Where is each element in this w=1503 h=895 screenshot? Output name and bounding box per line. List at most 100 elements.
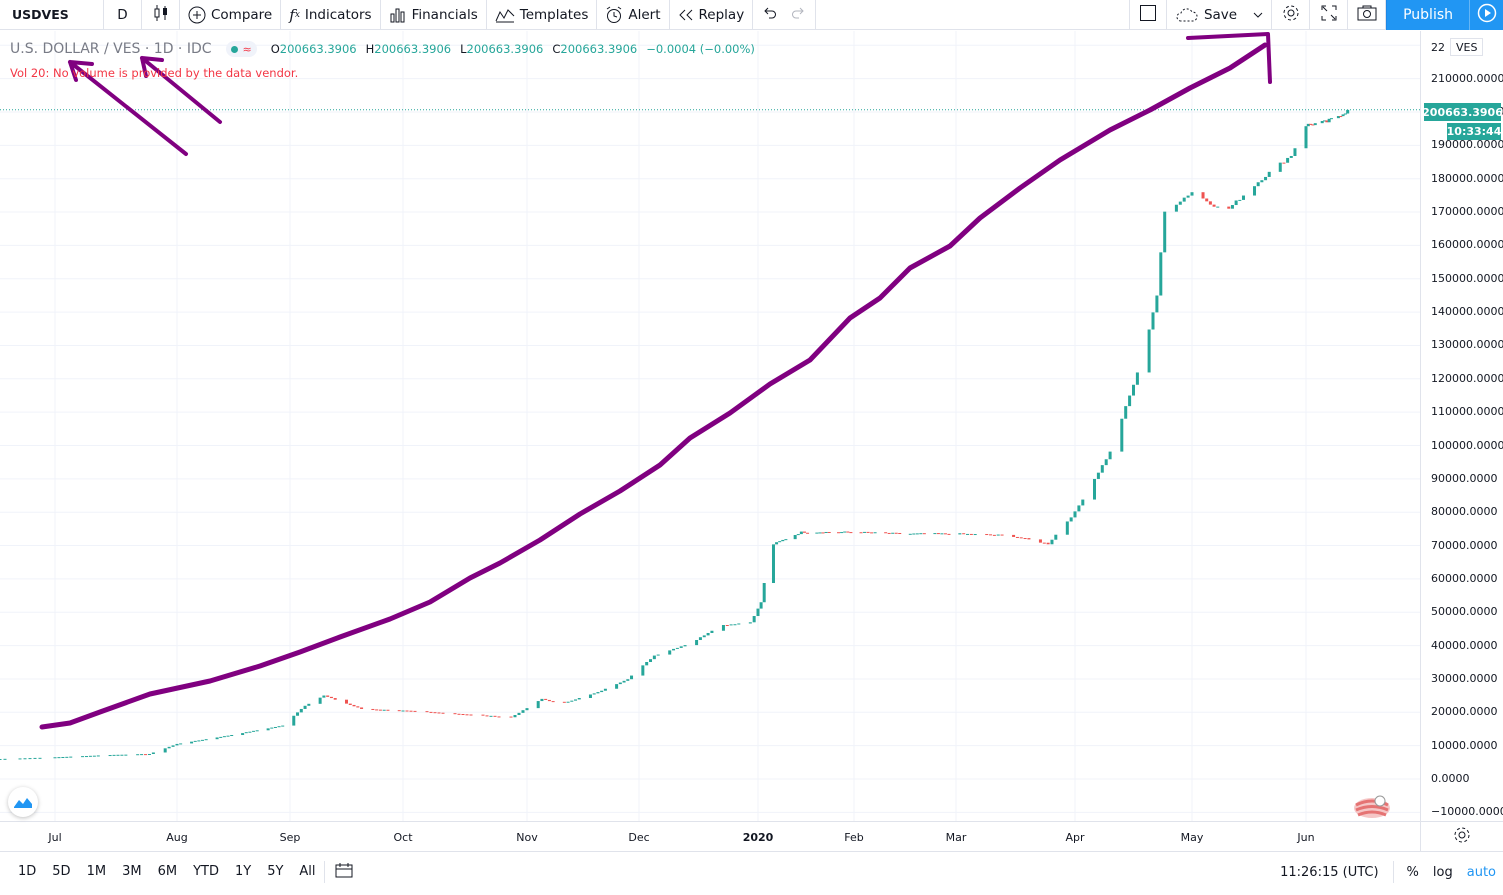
candle xyxy=(108,755,112,757)
candle xyxy=(1093,478,1096,500)
candle xyxy=(1201,192,1205,199)
candle xyxy=(382,709,386,711)
chart-legend: U.S. DOLLAR / VES · 1D · IDC ≈ O200663.3… xyxy=(10,41,755,57)
candle xyxy=(622,680,626,683)
tradingview-logo[interactable] xyxy=(8,787,38,817)
percent-scale-toggle[interactable]: % xyxy=(1406,864,1419,880)
candle xyxy=(1230,205,1234,209)
candle xyxy=(1309,123,1313,125)
save-button[interactable]: Save xyxy=(1167,0,1273,30)
candle xyxy=(592,693,596,695)
candle xyxy=(1174,204,1178,212)
candle xyxy=(437,712,441,714)
candle xyxy=(827,531,831,533)
candle xyxy=(551,701,555,703)
candle xyxy=(562,701,566,703)
fullscreen-button[interactable] xyxy=(1310,0,1349,30)
candle xyxy=(1212,204,1216,207)
gear-icon xyxy=(1453,826,1471,848)
candle xyxy=(1306,123,1310,127)
chevron-down-icon xyxy=(1253,7,1263,23)
range-button-3m[interactable]: 3M xyxy=(122,864,142,879)
candle xyxy=(1015,536,1019,538)
log-scale-toggle[interactable]: log xyxy=(1432,864,1453,880)
candle xyxy=(683,645,687,647)
candle xyxy=(702,635,706,638)
candle xyxy=(1128,395,1132,407)
undo-icon[interactable] xyxy=(761,6,777,24)
redo-icon[interactable] xyxy=(791,6,807,24)
price-axis[interactable]: 22210000.0000200000.0000190000.000018000… xyxy=(1420,31,1503,821)
candle xyxy=(230,735,234,737)
candle xyxy=(1311,124,1315,126)
candle xyxy=(1073,511,1077,518)
candle xyxy=(1216,206,1220,208)
high-number: 200663.3906 xyxy=(374,42,452,56)
candle xyxy=(1208,201,1212,205)
price-tick: 160000.0000 xyxy=(1431,238,1503,252)
axis-settings-button[interactable] xyxy=(1420,821,1503,851)
price-tick: 70000.0000 xyxy=(1431,538,1498,552)
range-button-1d[interactable]: 1D xyxy=(18,864,37,879)
candle xyxy=(1012,534,1016,537)
candle xyxy=(547,699,551,702)
financials-button[interactable]: Financials xyxy=(381,0,487,30)
layout-button[interactable] xyxy=(1128,0,1167,30)
candle xyxy=(698,637,702,641)
price-tick: 110000.0000 xyxy=(1431,405,1503,419)
time-tick: 2020 xyxy=(742,831,774,844)
low-value: L200663.3906 xyxy=(460,42,543,56)
candle xyxy=(140,754,144,756)
timezone-clock[interactable]: 11:26:15 (UTC) xyxy=(1266,861,1394,883)
candle xyxy=(413,710,417,712)
candle xyxy=(1293,148,1297,156)
range-button-5d[interactable]: 5D xyxy=(52,864,71,879)
candle xyxy=(915,533,919,535)
alert-label: Alert xyxy=(628,6,661,23)
goto-date-button[interactable] xyxy=(325,862,363,882)
candle xyxy=(908,533,912,535)
candle xyxy=(737,623,741,625)
publish-video-button[interactable] xyxy=(1469,0,1503,30)
auto-scale-toggle[interactable]: auto xyxy=(1466,864,1496,880)
candle xyxy=(641,665,645,676)
candle xyxy=(870,532,874,534)
alert-button[interactable]: Alert xyxy=(597,0,670,30)
candle xyxy=(112,754,116,756)
candle xyxy=(1065,521,1069,535)
low-label: L xyxy=(460,42,467,56)
time-axis[interactable]: Jul Aug Sep Oct Nov Dec 2020 Feb Mar Apr May Jun xyxy=(0,821,1420,851)
candle xyxy=(626,679,630,681)
range-button-1y[interactable]: 1Y xyxy=(234,864,252,879)
candle xyxy=(1000,534,1004,536)
chart-style-button[interactable] xyxy=(142,0,180,30)
price-tick: 150000.0000 xyxy=(1431,271,1503,285)
interval-button[interactable]: D xyxy=(104,0,142,30)
settings-button[interactable] xyxy=(1272,0,1311,30)
range-button-all[interactable]: All xyxy=(299,864,316,879)
range-button-6m[interactable]: 6M xyxy=(157,864,178,879)
candle xyxy=(433,712,437,714)
drawing-annotations xyxy=(39,32,1272,730)
range-button-ytd[interactable]: YTD xyxy=(193,864,219,879)
price-tick: 130000.0000 xyxy=(1431,338,1503,352)
candle xyxy=(204,739,208,741)
range-button-1m[interactable]: 1M xyxy=(86,864,107,879)
candle xyxy=(493,715,497,717)
replay-button[interactable]: Replay xyxy=(670,0,754,30)
publish-button[interactable]: Publish xyxy=(1386,0,1469,30)
candle xyxy=(425,711,429,713)
candle xyxy=(116,754,120,756)
chart-pane[interactable] xyxy=(0,31,1420,821)
snapshot-button[interactable] xyxy=(1348,0,1387,30)
market-status-badge[interactable]: ≈ xyxy=(225,41,257,57)
range-button-5y[interactable]: 5Y xyxy=(267,864,284,879)
save-label: Save xyxy=(1203,7,1238,23)
last-price-label: 200663.3906 xyxy=(1422,103,1503,121)
candle xyxy=(489,715,493,717)
compare-button[interactable]: Compare xyxy=(180,0,282,30)
us-flag-icon xyxy=(1352,795,1392,819)
symbol-search-button[interactable]: USDVES xyxy=(0,0,104,30)
templates-button[interactable]: Templates xyxy=(487,0,598,30)
